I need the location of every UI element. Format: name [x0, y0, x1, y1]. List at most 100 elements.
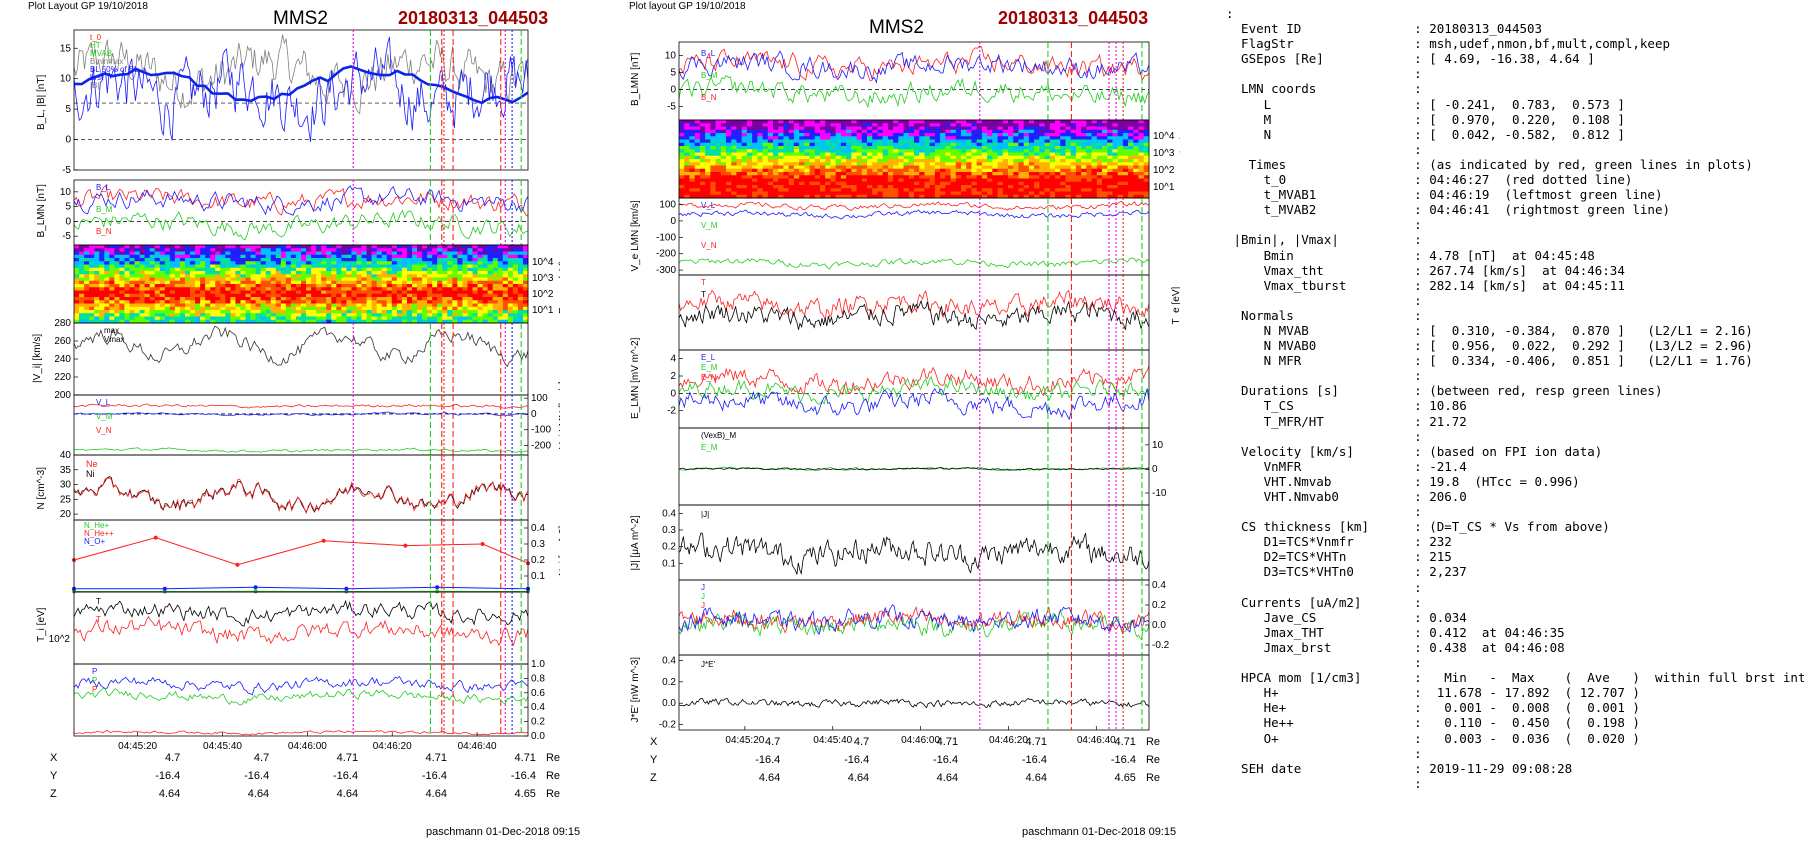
electron-spectrogram-cell	[694, 155, 701, 160]
ion-spectrogram-cell	[467, 316, 473, 321]
ion-spectrogram-cell	[79, 287, 85, 291]
ion-spectrogram-cell	[94, 248, 100, 252]
ion-spectrogram-cell	[457, 287, 463, 291]
ion-spectrogram-cell	[321, 277, 327, 282]
ion-spectrogram-cell	[361, 274, 367, 278]
electron-spectrogram-cell	[809, 123, 816, 127]
electron-spectrogram-cell	[976, 165, 983, 170]
ion-spectrogram-cell	[432, 303, 438, 308]
electron-spectrogram-cell	[741, 149, 748, 153]
ion-spectrogram-cell	[265, 267, 272, 272]
electron-spectrogram-cell	[840, 149, 847, 153]
electron-spectrogram-cell	[835, 149, 842, 153]
b-ytick-label: 15	[60, 43, 72, 54]
ion-spectrogram-cell	[74, 271, 80, 275]
electron-spectrogram-cell	[966, 194, 972, 199]
electron-spectrogram-cell	[1143, 142, 1150, 147]
electron-spectrogram-cell	[757, 123, 763, 127]
ion-spectrogram-cell	[205, 264, 211, 269]
ion-spectrogram-cell	[119, 274, 125, 278]
metadata-line: t_0 : 04:46:27 (red dotted line)	[1226, 172, 1633, 188]
ion-spectrogram-cell	[432, 264, 438, 269]
electron-spectrogram-cell	[981, 194, 988, 199]
electron-spectrogram-cell	[835, 142, 842, 147]
ion-spectrogram-cell	[114, 300, 120, 304]
metadata-line: t_MVAB1 : 04:46:19 (leftmost green line)	[1226, 187, 1663, 203]
electron-spectrogram-cell	[1107, 168, 1113, 173]
electron-spectrogram-cell	[788, 178, 795, 183]
electron-spectrogram-cell	[793, 159, 800, 163]
electron-spectrogram-cell	[955, 185, 962, 189]
ion-spectrogram-cell	[346, 306, 352, 311]
ion-spectrogram-cell	[205, 290, 211, 295]
electron-spectrogram-cell	[861, 139, 868, 144]
electron-spectrogram-cell	[820, 139, 826, 144]
ion-spectrogram-cell	[467, 258, 473, 262]
electron-spectrogram-cell	[689, 194, 696, 199]
ion-spectrogram-cell	[386, 245, 393, 249]
electron-spectrogram-cell	[814, 120, 821, 124]
ion-spectrogram-cell	[467, 293, 473, 298]
ion-spectrogram-cell	[119, 290, 125, 295]
electron-spectrogram-cell	[741, 142, 748, 147]
ion-spectrogram-cell	[99, 258, 105, 262]
ion-spectrogram-cell	[245, 261, 251, 265]
ion-spectrogram-cell	[396, 267, 403, 272]
ion-spectrogram-cell	[240, 284, 246, 288]
electron-spectrogram-cell	[1070, 155, 1077, 160]
electron-spectrogram-cell	[830, 126, 837, 131]
ion-spectrogram-cell	[270, 258, 277, 262]
electron-spectrogram-cell	[934, 162, 941, 166]
ion-spectrogram-cell	[190, 274, 196, 278]
electron-spectrogram-cell	[814, 155, 821, 160]
electron-spectrogram-cell	[882, 165, 889, 170]
ion-spectrogram-cell	[169, 287, 176, 291]
electron-spectrogram-cell	[1023, 155, 1030, 160]
electron-spectrogram-cell	[1091, 136, 1098, 140]
electron-spectrogram-cell	[924, 123, 931, 127]
vi-legend-entry: max	[104, 326, 119, 335]
ion-spectrogram-cell	[79, 297, 85, 301]
ion-spectrogram-cell	[195, 251, 201, 256]
electron-spectrogram-cell	[1107, 120, 1113, 124]
electron-spectrogram-cell	[1018, 175, 1025, 179]
ion-spectrogram-cell	[240, 248, 246, 252]
ion-spectrogram-cell	[89, 264, 95, 269]
electron-spectrogram-cell	[934, 188, 941, 192]
electron-spectrogram-cell	[1044, 136, 1051, 140]
ion-spectrogram-cell	[447, 284, 453, 288]
electron-spectrogram-cell	[1002, 123, 1009, 127]
electron-spectrogram-cell	[887, 168, 894, 173]
ion-spectrogram-cell	[255, 293, 262, 298]
coord-unit: Re	[545, 752, 560, 764]
ion-spectrogram-cell	[129, 261, 135, 265]
ion-spectrogram-cell	[200, 280, 206, 285]
electron-spectrogram-cell	[715, 159, 722, 163]
ion-spectrogram-cell	[432, 300, 438, 304]
ion-spectrogram-cell	[205, 287, 211, 291]
ion-spectrogram-cell	[432, 274, 438, 278]
electron-spectrogram-cell	[757, 178, 763, 183]
ion-spectrogram-cell	[336, 254, 342, 259]
ion-spectrogram-cell	[396, 274, 403, 278]
ion-spectrogram-cell	[432, 277, 438, 282]
electron-spectrogram-cell	[1049, 168, 1056, 173]
ion-spectrogram-cell	[497, 264, 504, 269]
electron-spectrogram-cell	[778, 126, 784, 131]
electron-spectrogram-cell	[877, 129, 884, 134]
electron-spectrogram-cell	[840, 159, 847, 163]
electron-spectrogram-cell	[679, 142, 685, 147]
ion-spectrogram-cell	[422, 271, 428, 275]
electron-spectrogram-cell	[679, 146, 685, 150]
ion-spectrogram-cell	[452, 313, 458, 317]
electron-spectrogram-cell	[1091, 123, 1098, 127]
ion-spectrogram-cell	[149, 306, 156, 311]
je-ytick-label: -0.2	[659, 720, 677, 731]
electron-spectrogram-cell	[1008, 191, 1014, 196]
ion-spectrogram-cell	[487, 319, 494, 324]
electron-spectrogram-cell	[861, 152, 868, 157]
electron-spectrogram-cell	[1070, 178, 1077, 183]
ion-spectrogram-cell	[260, 264, 267, 269]
ion-spectrogram-cell	[159, 287, 166, 291]
electron-spectrogram-cell	[726, 181, 732, 186]
